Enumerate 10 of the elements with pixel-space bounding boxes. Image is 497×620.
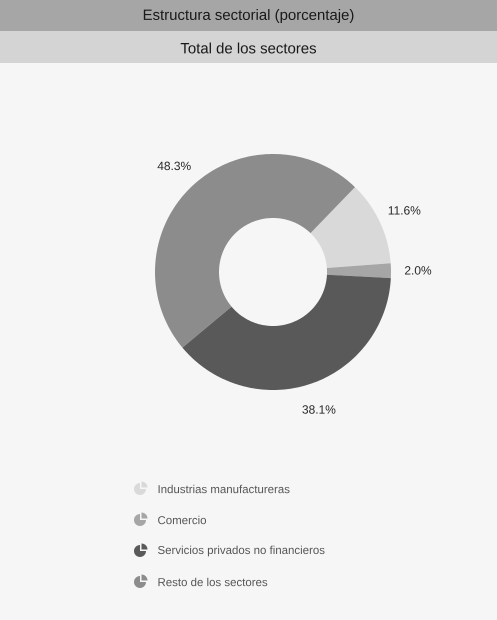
data-label: 48.3% [158, 162, 191, 170]
chart-title: Estructura sectorial (porcentaje) [144, 9, 354, 23]
data-label: 2.0% [404, 266, 432, 275]
legend-label: Resto de los sectores [158, 578, 268, 586]
data-label: 38.1% [302, 405, 336, 414]
legend-label: Industrias manufactureras [158, 484, 290, 494]
data-label: 11.6% [388, 206, 420, 215]
chart-subtitle: Total de los sectores [180, 42, 316, 54]
legend-label: Servicios privados no financieros [158, 546, 325, 556]
legend-label: Comercio [158, 516, 206, 524]
